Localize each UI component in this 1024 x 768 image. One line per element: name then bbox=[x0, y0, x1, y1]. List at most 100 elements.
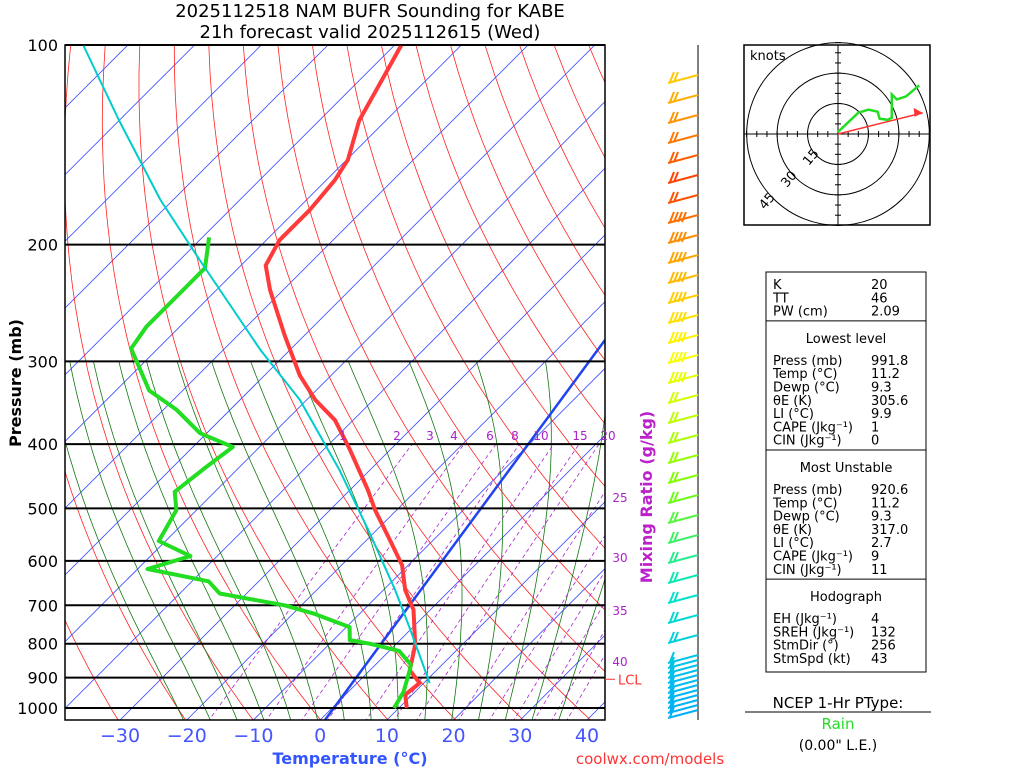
index-value: 46 bbox=[871, 291, 888, 306]
mixing-ratio-tick: 3 bbox=[426, 429, 434, 443]
barb-flag bbox=[677, 291, 683, 303]
moist-adiabat bbox=[408, 361, 463, 720]
hodograph-value: 132 bbox=[871, 625, 896, 640]
barb-flag bbox=[677, 371, 683, 383]
mixing-ratio-line bbox=[566, 654, 605, 720]
hodograph-label: StmDir (°) bbox=[773, 639, 839, 654]
isotherm bbox=[65, 45, 262, 242]
lowest-label: Dewp (°C) bbox=[773, 381, 840, 396]
barb-shaft bbox=[667, 614, 699, 624]
wind-barb bbox=[667, 151, 699, 164]
isotherm bbox=[253, 367, 605, 720]
barb-flag bbox=[677, 311, 683, 323]
mixing-ratio-tick: 8 bbox=[511, 429, 519, 443]
barb-flag bbox=[677, 351, 683, 363]
barb-flag bbox=[673, 151, 679, 163]
y-tick-label: 600 bbox=[27, 552, 58, 571]
barb-flag bbox=[677, 271, 683, 283]
x-tick-label: 20 bbox=[441, 725, 465, 747]
index-label: K bbox=[773, 278, 782, 293]
dry-adiabat bbox=[381, 45, 605, 488]
barb-flag bbox=[681, 371, 687, 383]
hodograph-value: 4 bbox=[871, 612, 879, 627]
most-unstable-label: CAPE (Jkg⁻¹) bbox=[773, 550, 853, 565]
barb-flag bbox=[669, 291, 675, 303]
y-tick-label: 400 bbox=[27, 435, 58, 454]
credit-link[interactable]: coolwx.com/models bbox=[576, 750, 724, 768]
x-tick-label: −10 bbox=[233, 725, 273, 747]
dry-adiabat bbox=[312, 45, 605, 611]
wind-barb bbox=[667, 111, 699, 124]
barb-flag bbox=[673, 391, 679, 403]
parcel-line bbox=[323, 339, 605, 720]
most-unstable-value: 317.0 bbox=[871, 523, 908, 538]
isotherm bbox=[65, 45, 529, 509]
barb-flag bbox=[673, 551, 679, 563]
chart-title: 2025112518 NAM BUFR Sounding for KABE bbox=[175, 1, 565, 22]
wind-barb bbox=[667, 451, 699, 464]
barb-flag bbox=[681, 231, 687, 243]
indices-frame bbox=[765, 271, 927, 673]
wind-barb bbox=[667, 471, 699, 484]
barb-shaft bbox=[667, 114, 699, 124]
barb-flag bbox=[673, 171, 679, 183]
dry-adiabat bbox=[65, 45, 254, 720]
barb-flag bbox=[681, 291, 687, 303]
isotherm bbox=[65, 45, 596, 576]
barb-flag bbox=[673, 471, 679, 483]
x-tick-label: −30 bbox=[100, 725, 140, 747]
y-tick-label: 500 bbox=[27, 499, 58, 518]
mixing-ratio-tick: 2 bbox=[393, 429, 401, 443]
barb-flag bbox=[669, 431, 675, 443]
barb-flag bbox=[673, 451, 679, 463]
mixing-ratio-line bbox=[416, 443, 600, 720]
ptype-value: Rain bbox=[822, 715, 855, 733]
barb-flag bbox=[669, 231, 675, 243]
lowest-label: θE (K) bbox=[773, 394, 812, 409]
hodograph-label: EH (Jkg⁻¹) bbox=[773, 612, 837, 627]
mixing-ratio-line bbox=[365, 443, 555, 720]
barb-flag bbox=[677, 331, 683, 343]
wind-barb bbox=[667, 371, 699, 384]
y-tick-label: 1000 bbox=[17, 699, 58, 718]
barb-flag bbox=[673, 311, 679, 323]
barb-shaft bbox=[667, 394, 699, 404]
barb-shaft bbox=[667, 94, 699, 104]
isotherm bbox=[65, 45, 329, 309]
wind-barb bbox=[667, 531, 699, 544]
wind-barb bbox=[667, 411, 699, 424]
barb-shaft bbox=[667, 709, 699, 719]
barb-shaft bbox=[667, 474, 699, 484]
wind-barb bbox=[667, 591, 699, 604]
barb-shaft bbox=[667, 414, 699, 424]
indices-table: K 20 TT 46 PW (cm) 2.09 Lowest level Press (mb)… bbox=[765, 271, 927, 673]
barb-flag bbox=[673, 331, 679, 343]
barb-flag bbox=[673, 411, 679, 423]
x-tick-label: 40 bbox=[575, 725, 599, 747]
wind-barb bbox=[667, 71, 699, 84]
most-unstable-value: 9.3 bbox=[871, 510, 892, 525]
mixing-ratio-line bbox=[513, 570, 605, 720]
x-tick-label: 0 bbox=[314, 725, 326, 747]
moist-adiabat bbox=[558, 577, 605, 720]
barb-flag bbox=[677, 231, 683, 243]
barb-flag bbox=[673, 231, 679, 243]
ptype-amount: (0.00" L.E.) bbox=[799, 738, 878, 754]
barb-flag bbox=[669, 631, 675, 643]
y-tick-label: 200 bbox=[27, 236, 58, 255]
barb-flag bbox=[681, 331, 687, 343]
lowest-title: Lowest level bbox=[806, 332, 887, 347]
index-value: 2.09 bbox=[871, 305, 900, 320]
hodograph-value: 256 bbox=[871, 639, 896, 654]
barb-flag bbox=[673, 291, 679, 303]
wind-barb bbox=[667, 391, 699, 404]
most-unstable-label: Press (mb) bbox=[773, 483, 842, 498]
dry-adiabat bbox=[138, 45, 389, 720]
barb-flag bbox=[669, 331, 675, 343]
barb-flag bbox=[669, 651, 675, 663]
lowest-value: 9.9 bbox=[871, 407, 892, 422]
barb-flag bbox=[669, 71, 675, 83]
y-tick-label: 800 bbox=[27, 635, 58, 654]
barb-shaft bbox=[667, 634, 699, 644]
hodograph-title: Hodograph bbox=[810, 590, 882, 605]
